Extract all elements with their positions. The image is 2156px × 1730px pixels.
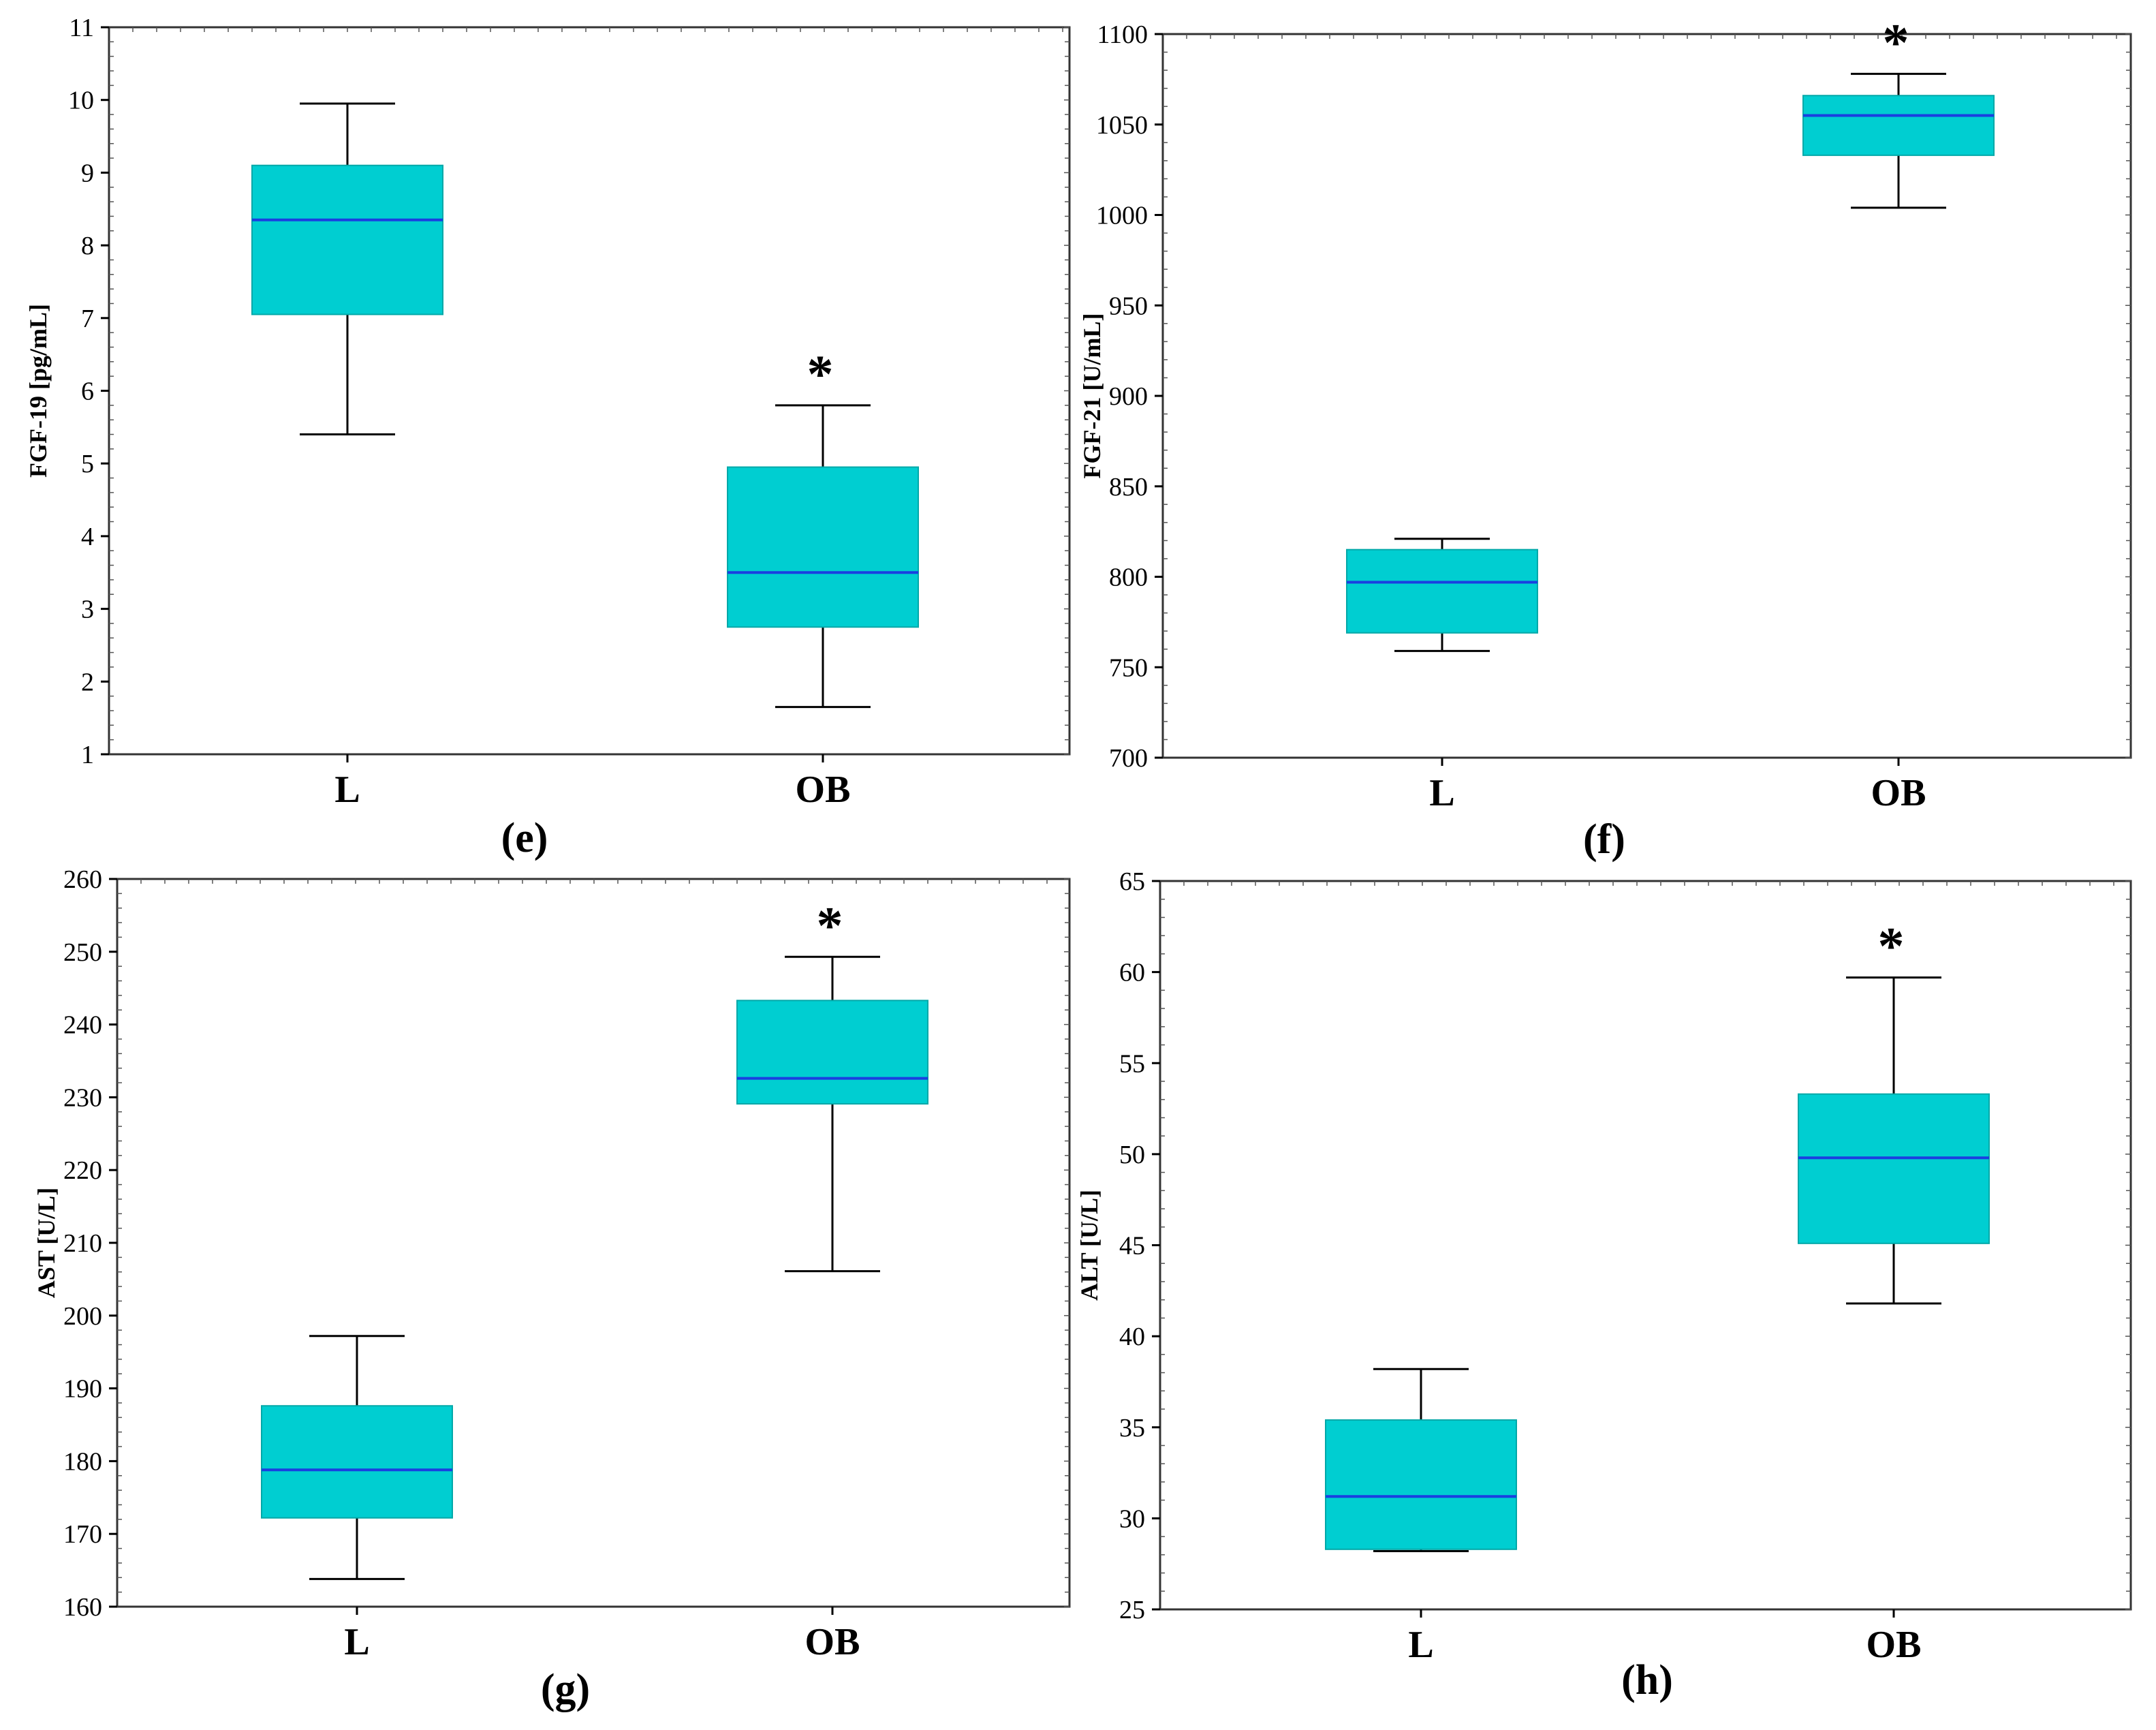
y-tick-label: 45 bbox=[1119, 1232, 1145, 1261]
y-tick-label: 3 bbox=[81, 596, 94, 624]
plot-frame bbox=[116, 878, 1071, 1608]
y-axis-label: FGF-19 [pg/mL] bbox=[25, 304, 52, 478]
significance-asterisk: * bbox=[1883, 12, 1909, 72]
y-tick-label: 260 bbox=[63, 865, 102, 894]
y-tick-label: 7 bbox=[81, 305, 94, 333]
y-tick-label: 10 bbox=[68, 87, 94, 115]
iqr-box bbox=[727, 466, 919, 628]
iqr-box bbox=[736, 1000, 928, 1105]
y-tick-label: 210 bbox=[63, 1229, 102, 1258]
x-category-label: L bbox=[1408, 1624, 1433, 1666]
y-tick-label: 850 bbox=[1109, 473, 1148, 501]
x-category-label: L bbox=[344, 1621, 369, 1663]
y-tick-label: 2 bbox=[81, 668, 94, 696]
x-category-label: OB bbox=[796, 769, 851, 811]
iqr-box bbox=[1798, 1093, 1990, 1244]
plot-frame bbox=[1159, 880, 2132, 1611]
y-tick-label: 750 bbox=[1109, 653, 1148, 682]
y-tick-label: 200 bbox=[63, 1302, 102, 1331]
y-tick-label: 170 bbox=[63, 1520, 102, 1549]
significance-asterisk: * bbox=[817, 895, 843, 955]
y-tick-label: 40 bbox=[1119, 1323, 1145, 1351]
y-tick-label: 250 bbox=[63, 938, 102, 967]
chart-panel-2: 160 170 180 190 200 210 220 230 240 250 260 AST [U/… bbox=[33, 865, 1071, 1712]
y-tick-label: 6 bbox=[81, 377, 94, 406]
plot-frame bbox=[108, 26, 1071, 756]
box-l: L bbox=[261, 1335, 453, 1663]
y-tick-label: 25 bbox=[1119, 1596, 1145, 1624]
y-tick-label: 160 bbox=[63, 1593, 102, 1622]
y-tick-label: 180 bbox=[63, 1447, 102, 1476]
iqr-box bbox=[1325, 1419, 1517, 1550]
x-category-label: L bbox=[1429, 772, 1454, 814]
box-ob: OB * bbox=[1798, 916, 1990, 1666]
chart-panel-3: 25 30 35 40 45 50 55 60 65 ALT [U/L] L OB * (h) bbox=[1076, 867, 2132, 1703]
y-tick-label: 8 bbox=[81, 232, 94, 260]
y-tick-label: 900 bbox=[1109, 382, 1148, 411]
y-tick-label: 1000 bbox=[1096, 202, 1148, 230]
y-tick-label: 4 bbox=[81, 523, 94, 551]
iqr-box bbox=[251, 164, 443, 315]
box-ob: OB * bbox=[1802, 12, 1995, 814]
y-tick-label: 50 bbox=[1119, 1141, 1145, 1169]
y-axis-label: AST [U/L] bbox=[33, 1188, 60, 1298]
iqr-box bbox=[1802, 95, 1995, 156]
y-tick-label: 220 bbox=[63, 1156, 102, 1185]
box-l: L bbox=[1325, 1368, 1517, 1666]
y-tick-label: 35 bbox=[1119, 1414, 1145, 1442]
iqr-box bbox=[261, 1405, 453, 1519]
box-l: L bbox=[1346, 538, 1538, 814]
chart-panel-1: 700 750 800 850 900 950 1000 1050 1100 FGF-21 [U/… bbox=[1078, 12, 2132, 863]
panel-label: (g) bbox=[541, 1666, 590, 1712]
y-tick-label: 1050 bbox=[1096, 111, 1148, 140]
y-tick-label: 230 bbox=[63, 1083, 102, 1112]
significance-asterisk: * bbox=[807, 344, 834, 403]
y-tick-label: 1 bbox=[81, 741, 94, 769]
panel-label: (h) bbox=[1621, 1657, 1673, 1703]
chart-panel-0: 1 2 3 4 5 6 7 8 9 10 11 FGF-19 [pg/mL] L OB * (e) bbox=[25, 14, 1071, 861]
iqr-box bbox=[1346, 549, 1538, 634]
y-axis-label: ALT [U/L] bbox=[1076, 1190, 1103, 1301]
y-tick-label: 800 bbox=[1109, 563, 1148, 592]
y-tick-label: 1100 bbox=[1097, 20, 1148, 49]
y-tick-label: 190 bbox=[63, 1375, 102, 1404]
significance-asterisk: * bbox=[1878, 916, 1905, 976]
x-category-label: OB bbox=[1866, 1624, 1922, 1666]
y-tick-label: 30 bbox=[1119, 1504, 1145, 1533]
y-tick-label: 700 bbox=[1109, 744, 1148, 773]
box-ob: OB * bbox=[736, 895, 928, 1663]
y-tick-label: 240 bbox=[63, 1011, 102, 1040]
panel-label: (f) bbox=[1583, 816, 1625, 863]
panel-label: (e) bbox=[501, 815, 548, 861]
x-category-label: L bbox=[334, 769, 360, 811]
y-tick-label: 65 bbox=[1119, 867, 1145, 896]
y-tick-label: 950 bbox=[1109, 292, 1148, 320]
y-tick-label: 5 bbox=[81, 450, 94, 478]
box-l: L bbox=[251, 102, 443, 811]
y-tick-label: 60 bbox=[1119, 959, 1145, 987]
y-axis-label: FGF-21 [U/mL] bbox=[1078, 313, 1106, 479]
x-category-label: OB bbox=[805, 1621, 860, 1663]
y-tick-label: 9 bbox=[81, 159, 94, 187]
x-category-label: OB bbox=[1871, 772, 1926, 814]
box-ob: OB * bbox=[727, 344, 919, 811]
y-tick-label: 11 bbox=[69, 14, 94, 42]
y-tick-label: 55 bbox=[1119, 1049, 1145, 1078]
